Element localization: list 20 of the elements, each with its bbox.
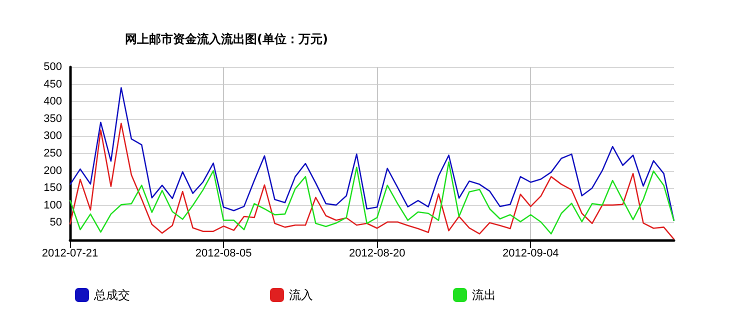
y-tick-label: 150 (44, 182, 62, 194)
y-tick-label: 250 (44, 148, 62, 160)
y-tick-label: 450 (44, 78, 62, 90)
legend-label: 流入 (289, 288, 313, 302)
y-tick-label: 100 (44, 199, 62, 212)
y-tick-label: 300 (44, 130, 62, 142)
legend-label: 流出 (472, 288, 496, 302)
line-series (69, 87, 675, 222)
y-tick-label: 50 (50, 216, 62, 229)
y-tick-label: 350 (44, 112, 62, 125)
x-tick-label: 2012-08-20 (348, 248, 406, 260)
x-tick-label: 2012-08-05 (195, 248, 252, 260)
x-tick-label: 2012-07-21 (42, 248, 98, 260)
line-series (69, 162, 675, 234)
y-tick-label: 200 (44, 164, 62, 177)
x-tick-label: 2012-09-04 (502, 248, 559, 260)
legend-label: 总成交 (93, 288, 130, 302)
y-tick-label: 500 (44, 61, 62, 73)
chart-title: 网上邮市资金流入流出图(单位：万元) (125, 32, 328, 46)
y-tick-label: 400 (44, 96, 62, 108)
